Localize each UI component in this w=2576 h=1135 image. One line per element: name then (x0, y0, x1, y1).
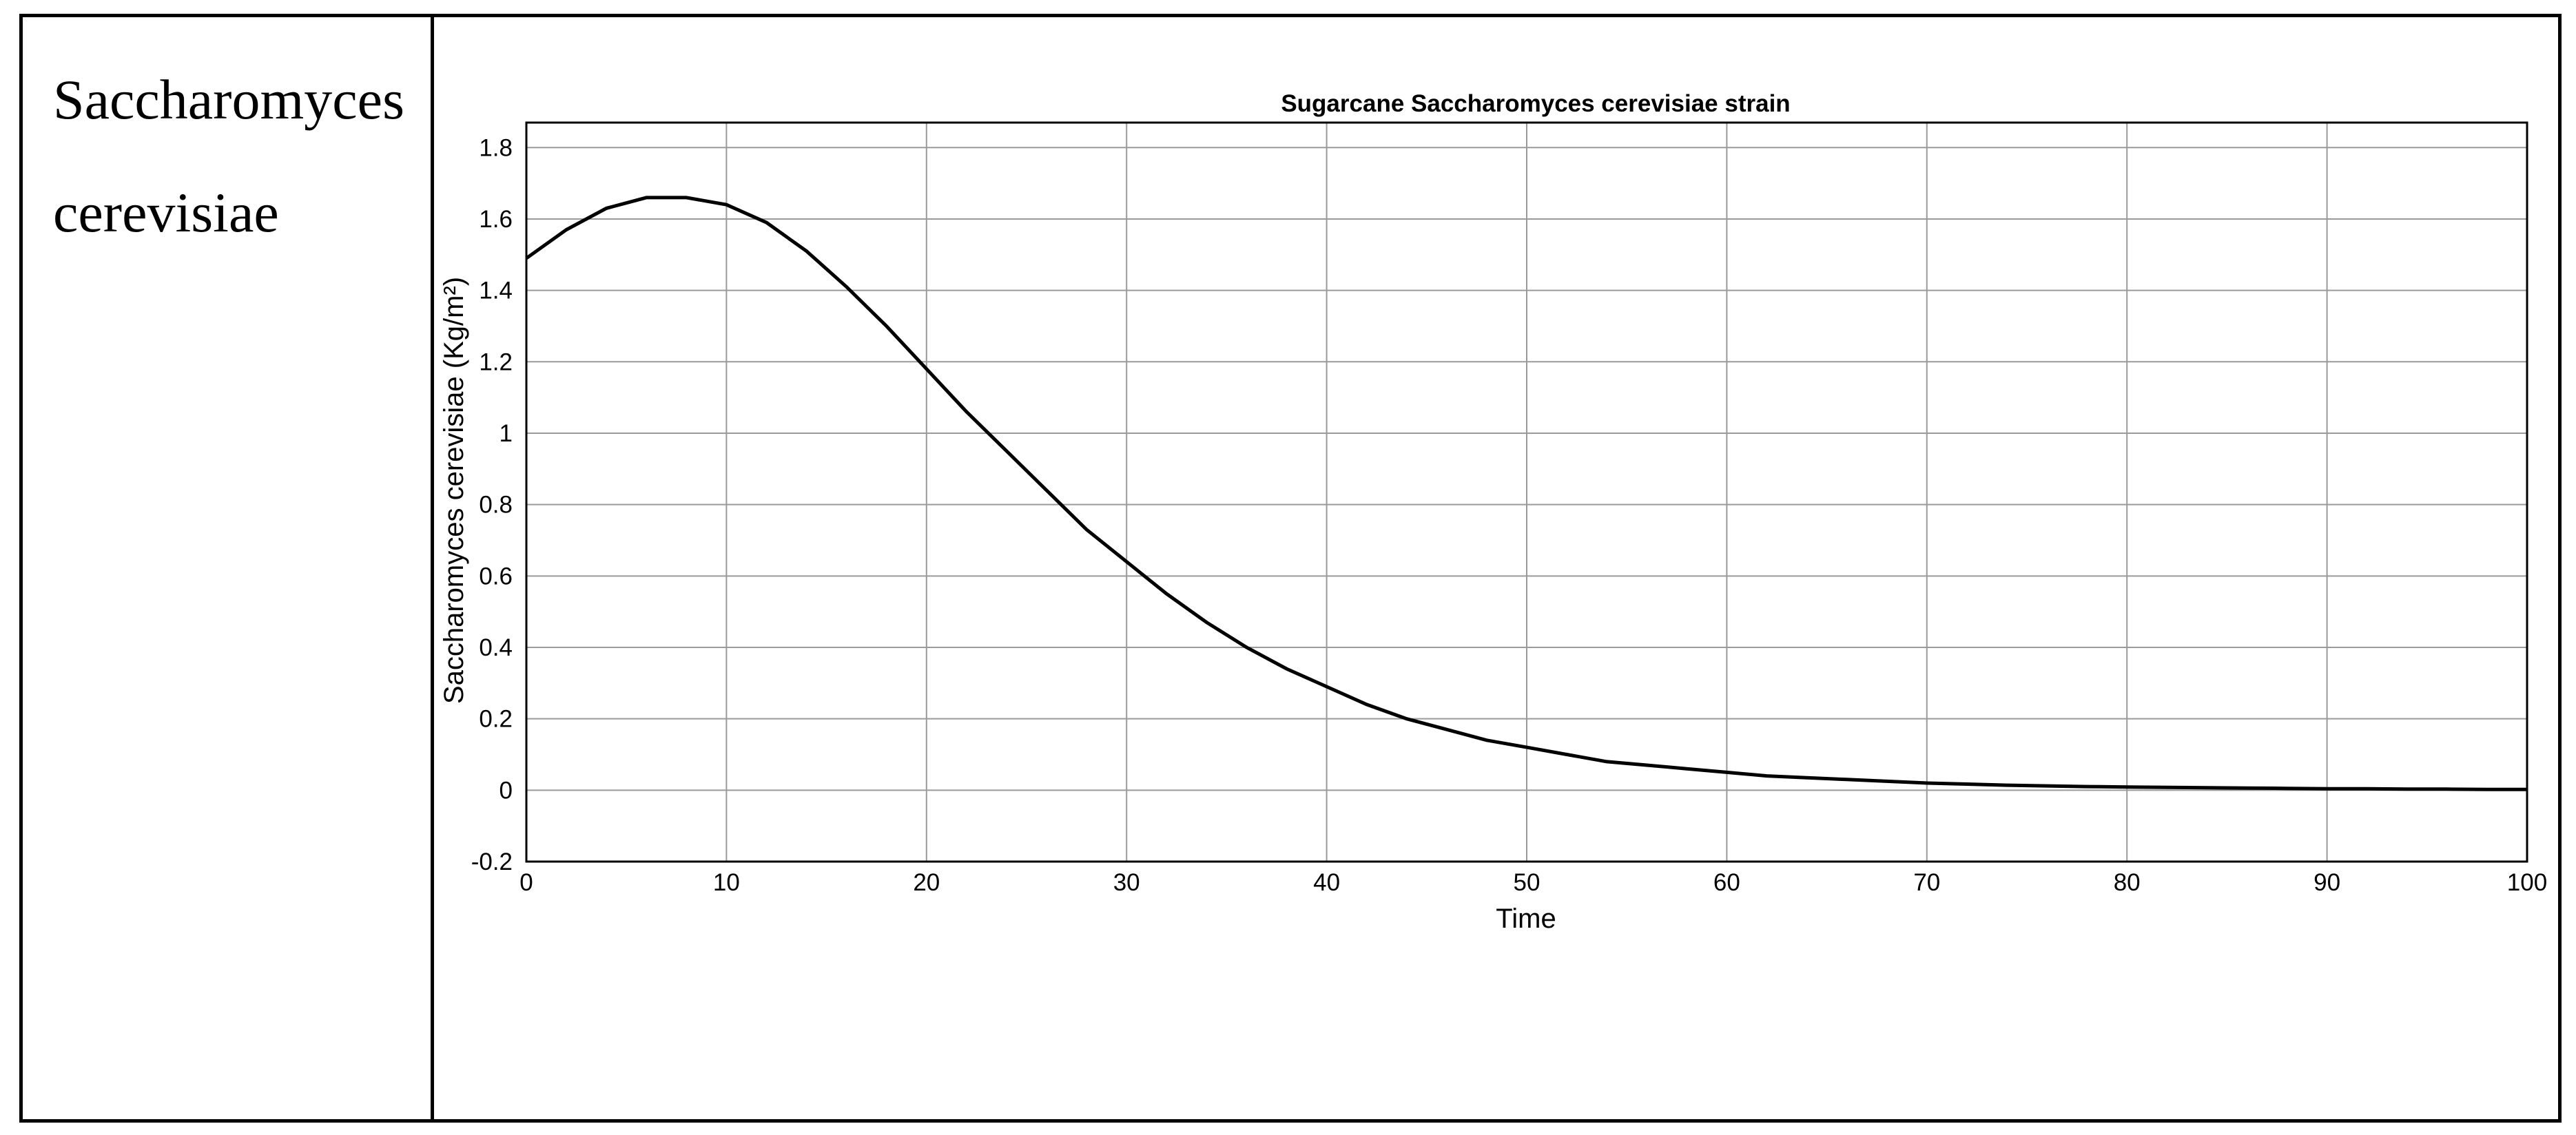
y-tick-label: 1.4 (479, 278, 513, 304)
series-line (525, 196, 2527, 791)
y-tick-label: 0.2 (479, 706, 513, 733)
plot-frame (525, 121, 2528, 863)
x-tick-label: 30 (1113, 869, 1140, 896)
x-tick-label: 90 (2314, 869, 2340, 896)
y-tick-label: 1.2 (479, 348, 513, 375)
x-tick-label: 0 (519, 869, 533, 896)
y-tick-label: 0.4 (479, 634, 513, 661)
x-axis-label: Time (1496, 904, 1556, 934)
grid-lines (526, 123, 2528, 862)
y-axis-label: Saccharomyces cerevisiae (Kg/m²) (439, 277, 469, 704)
y-tick-label: -0.2 (471, 848, 513, 875)
x-tick-label: 70 (1913, 869, 1940, 896)
y-tick-label: 1.8 (479, 134, 513, 161)
y-tick-label: 0.8 (479, 492, 513, 519)
x-tick-label: 40 (1313, 869, 1340, 896)
x-tick-label: 80 (2114, 869, 2141, 896)
x-tick-label: 60 (1713, 869, 1740, 896)
table-frame: Saccharomyces cerevisiae (19, 14, 2562, 1123)
x-tick-label: 20 (913, 869, 940, 896)
column-divider (431, 17, 434, 1119)
x-tick-label: 50 (1514, 869, 1541, 896)
y-tick-label: 1.6 (479, 206, 513, 233)
row-label: Saccharomyces cerevisiae (53, 68, 404, 244)
y-tick-label: 0 (499, 777, 513, 804)
x-tick-labels: 0 10 20 30 40 50 60 70 80 90 100 (519, 869, 2547, 896)
chart-title: Sugarcane Saccharomyces cerevisiae strai… (1281, 90, 1790, 117)
x-tick-label: 100 (2507, 869, 2547, 896)
x-tick-label: 10 (713, 869, 740, 896)
y-tick-label: 0.6 (479, 563, 513, 590)
y-tick-labels: -0.2 0 0.2 0.4 0.6 0.8 1 1.2 1.4 1.6 1.8 (471, 134, 513, 875)
y-tick-label: 1 (499, 420, 513, 447)
